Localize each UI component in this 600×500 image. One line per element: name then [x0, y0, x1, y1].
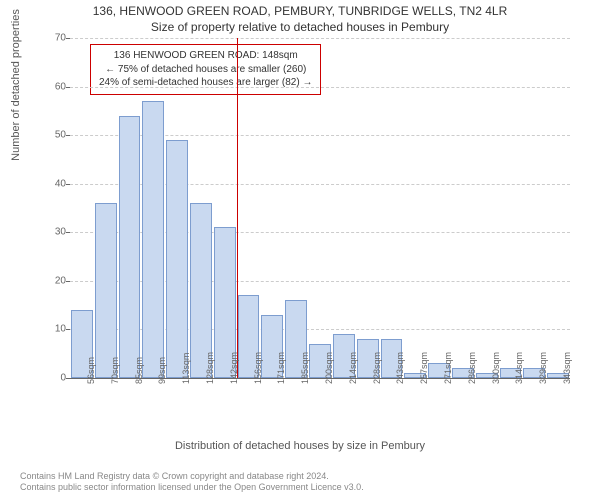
y-tick	[66, 135, 70, 136]
histogram-bar	[95, 203, 117, 378]
chart-title-address: 136, HENWOOD GREEN ROAD, PEMBURY, TUNBRI…	[0, 4, 600, 18]
annotation-line1: 136 HENWOOD GREEN ROAD: 148sqm	[99, 49, 312, 63]
y-tick-label: 60	[36, 81, 66, 92]
x-tick-label: 271sqm	[443, 352, 453, 384]
y-tick-label: 70	[36, 33, 66, 44]
y-tick	[66, 281, 70, 282]
x-tick-label: 185sqm	[300, 352, 310, 384]
y-axis-label: Number of detached properties	[10, 0, 22, 210]
y-tick-label: 30	[36, 227, 66, 238]
y-tick	[66, 232, 70, 233]
gridline	[70, 38, 570, 39]
plot-area: 136 HENWOOD GREEN ROAD: 148sqm ← 75% of …	[70, 38, 570, 379]
x-tick-label: 171sqm	[276, 352, 286, 384]
y-tick-label: 40	[36, 178, 66, 189]
y-tick	[66, 329, 70, 330]
x-axis-label: Distribution of detached houses by size …	[0, 440, 600, 452]
x-tick-label: 343sqm	[562, 352, 572, 384]
y-tick	[66, 378, 70, 379]
chart-subtitle: Size of property relative to detached ho…	[0, 20, 600, 34]
x-tick-label: 85sqm	[134, 357, 144, 384]
y-tick-label: 0	[36, 373, 66, 384]
annotation-line2: ← 75% of detached houses are smaller (26…	[99, 63, 312, 77]
histogram-bar	[142, 101, 164, 378]
histogram-bar	[166, 140, 188, 378]
x-tick-label: 243sqm	[395, 352, 405, 384]
y-tick-label: 50	[36, 130, 66, 141]
chart-container: 136, HENWOOD GREEN ROAD, PEMBURY, TUNBRI…	[0, 0, 600, 500]
x-tick-label: 214sqm	[348, 352, 358, 384]
histogram-bar	[119, 116, 141, 378]
x-tick-label: 314sqm	[514, 352, 524, 384]
x-tick-label: 142sqm	[229, 352, 239, 384]
x-tick-label: 329sqm	[538, 352, 548, 384]
x-tick-label: 257sqm	[419, 352, 429, 384]
x-tick-label: 156sqm	[253, 352, 263, 384]
gridline	[70, 87, 570, 88]
x-tick-label: 56sqm	[86, 357, 96, 384]
y-tick	[66, 38, 70, 39]
y-tick-label: 20	[36, 275, 66, 286]
x-tick-label: 286sqm	[467, 352, 477, 384]
x-tick-label: 128sqm	[205, 352, 215, 384]
footer-line2: Contains public sector information licen…	[20, 482, 364, 494]
footer-attribution: Contains HM Land Registry data © Crown c…	[20, 471, 364, 494]
y-tick	[66, 184, 70, 185]
x-tick-label: 300sqm	[491, 352, 501, 384]
x-tick-label: 70sqm	[110, 357, 120, 384]
x-tick-label: 228sqm	[372, 352, 382, 384]
x-tick-label: 113sqm	[181, 353, 191, 384]
footer-line1: Contains HM Land Registry data © Crown c…	[20, 471, 364, 483]
y-tick	[66, 87, 70, 88]
property-marker-line	[237, 38, 238, 378]
y-tick-label: 10	[36, 324, 66, 335]
x-tick-label: 200sqm	[324, 352, 334, 384]
x-tick-label: 99sqm	[157, 357, 167, 384]
